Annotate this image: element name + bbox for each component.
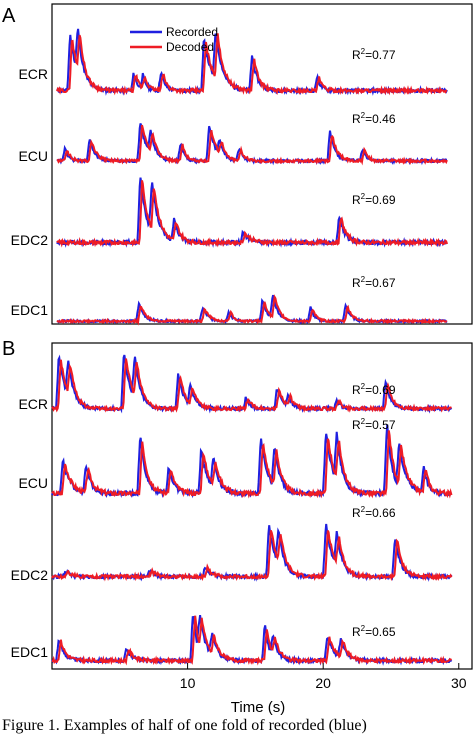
recorded-line [56,177,448,248]
r2-value: R2=0.66 [352,505,396,520]
trace-edc1: EDC1 R2=0.67 [11,275,448,326]
recorded-line [51,424,452,499]
plot-frame [51,342,473,670]
trace-ecr: ECR R2=0.77 [18,28,448,96]
panel-letter: A [2,5,16,27]
decoded-line [56,124,448,166]
r2-value: R2=0.65 [352,624,396,639]
trace-edc2: EDC2 R2=0.66 [11,505,453,583]
trace-label: EDC2 [11,232,49,248]
panel-letter: B [2,338,15,360]
r2-value: R2=0.46 [352,111,396,126]
r2-value: R2=0.69 [352,192,396,207]
panel-A: A ECR R2=0.77 ECU R2=0.46 EDC2 R2=0.69 EDC1 R2=0… [2,3,473,326]
trace-edc1: EDC1 R2=0.65 [11,614,453,666]
trace-label: EDC2 [11,567,49,583]
trace-label: ECR [18,396,48,412]
legend-decoded-label: Decoded [166,40,214,54]
decoded-line [51,530,453,582]
decoded-line [51,615,453,666]
x-tick-label: 30 [451,675,467,691]
x-axis: 10 20 30 Time (s) [180,663,467,716]
trace-label: ECU [18,475,48,491]
r2-value: R2=0.69 [352,382,396,397]
trace-ecr: ECR R2=0.69 [18,354,453,414]
panel-B: B ECR R2=0.69 ECU R2=0.57 EDC2 R2=0.66 EDC1 R2=0… [2,338,473,716]
decoded-line [56,294,448,326]
decoded-line [51,358,452,413]
trace-label: ECU [18,148,48,164]
trace-edc2: EDC2 R2=0.69 [11,177,448,248]
legend-recorded-label: Recorded [166,25,218,39]
trace-label: EDC1 [11,644,49,660]
decoded-line [56,33,448,96]
trace-label: ECR [18,66,48,82]
plot-frame [51,3,473,325]
decoded-line [56,180,448,248]
r2-value: R2=0.77 [352,47,396,62]
x-tick-label: 20 [315,675,331,691]
x-axis-label: Time (s) [231,699,285,716]
x-tick-label: 10 [180,675,196,691]
r2-value: R2=0.67 [352,275,396,290]
trace-label: EDC1 [11,302,49,318]
decoded-line [51,430,453,499]
figure-caption: Figure 1. Examples of half of one fold o… [2,717,367,734]
recorded-line [56,294,448,325]
r2-value: R2=0.57 [352,417,396,432]
trace-ecu: ECU R2=0.57 [18,417,453,499]
recorded-line [51,523,453,582]
trace-ecu: ECU R2=0.46 [18,111,448,166]
recorded-line [56,123,448,166]
